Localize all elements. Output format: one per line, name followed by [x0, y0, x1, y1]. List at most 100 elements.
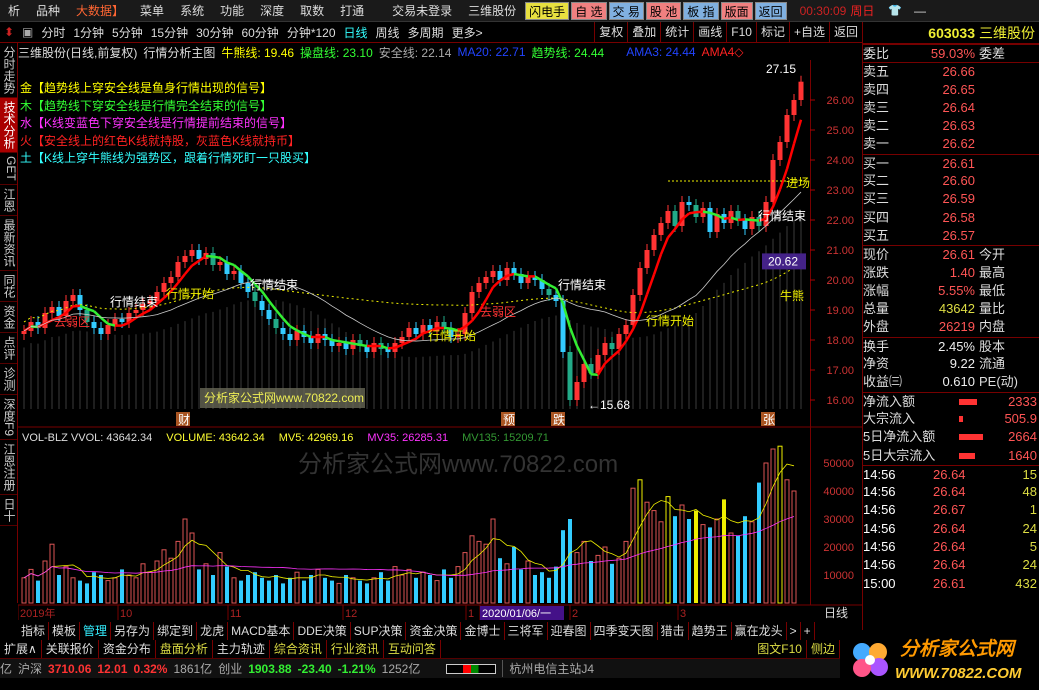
candle[interactable]: [574, 382, 580, 400]
indicator-tab[interactable]: SUP决策: [351, 622, 407, 640]
extension-tab[interactable]: 资金分布: [99, 640, 156, 658]
candle[interactable]: [595, 355, 601, 373]
candle[interactable]: [560, 301, 566, 352]
candle[interactable]: [105, 325, 111, 334]
candle[interactable]: [798, 81, 804, 100]
candle[interactable]: [224, 262, 230, 274]
side-tab[interactable]: 分时走势: [0, 43, 17, 98]
menu-item[interactable]: 深度: [260, 4, 285, 18]
candle[interactable]: [518, 274, 524, 283]
extension-tab[interactable]: 行业资讯: [327, 640, 384, 658]
candle[interactable]: [476, 283, 482, 292]
indicator-tab[interactable]: 四季变天图: [591, 622, 658, 640]
candle[interactable]: [616, 334, 622, 349]
candle[interactable]: [49, 307, 55, 313]
candle[interactable]: [182, 256, 188, 262]
tool-button[interactable]: 画线: [693, 22, 726, 42]
candle[interactable]: [406, 328, 412, 337]
indicator-tab[interactable]: 龙虎: [197, 622, 229, 640]
indicator-tab[interactable]: >: [787, 622, 801, 640]
side-tab[interactable]: 日十: [0, 495, 17, 526]
tool-button[interactable]: 复权: [594, 22, 627, 42]
candle[interactable]: [371, 343, 377, 352]
side-tab[interactable]: 同花: [0, 271, 17, 302]
candle[interactable]: [637, 268, 643, 295]
tool-button[interactable]: 返回: [828, 22, 862, 42]
candle[interactable]: [763, 202, 769, 226]
candle[interactable]: [665, 211, 671, 223]
period-tab[interactable]: 15分钟: [150, 25, 189, 40]
candle[interactable]: [651, 235, 657, 250]
candle[interactable]: [756, 217, 762, 226]
layout-icon[interactable]: ▣: [22, 25, 34, 39]
candle[interactable]: [539, 280, 545, 289]
candle[interactable]: [98, 328, 104, 334]
candle[interactable]: [273, 319, 279, 328]
candle[interactable]: [189, 250, 195, 256]
candle[interactable]: [315, 334, 321, 343]
candle[interactable]: [672, 211, 678, 226]
candle[interactable]: [427, 325, 433, 331]
scroll-arrows[interactable]: ⬍: [3, 25, 15, 39]
side-tab[interactable]: 江恩: [0, 185, 17, 216]
candle[interactable]: [161, 283, 167, 292]
candle[interactable]: [308, 337, 314, 343]
candle[interactable]: [343, 343, 349, 349]
candle[interactable]: [784, 115, 790, 142]
candle[interactable]: [658, 223, 664, 235]
extension-tab[interactable]: 互动问答: [384, 640, 441, 658]
extension-tab[interactable]: 扩展∧: [0, 640, 42, 658]
quick-button[interactable]: 返回: [754, 1, 787, 20]
candle[interactable]: [777, 142, 783, 160]
candle[interactable]: [336, 343, 342, 346]
candle[interactable]: [679, 202, 685, 226]
template-select[interactable]: 行情分析主图: [143, 45, 216, 60]
candle[interactable]: [42, 313, 48, 328]
f10-tab[interactable]: 图文F10: [753, 640, 807, 658]
candle[interactable]: [581, 364, 587, 382]
candle[interactable]: [357, 340, 363, 346]
candle[interactable]: [196, 250, 202, 259]
candle[interactable]: [140, 304, 146, 310]
candle[interactable]: [119, 319, 125, 322]
candle[interactable]: [168, 277, 174, 283]
candle[interactable]: [21, 331, 27, 334]
login-status[interactable]: 交易未登录: [392, 4, 453, 18]
indicator-tab[interactable]: 另存为: [111, 622, 155, 640]
candle[interactable]: [420, 325, 426, 334]
candle[interactable]: [77, 295, 83, 310]
candle[interactable]: [511, 268, 517, 274]
candle[interactable]: [588, 364, 594, 373]
candle[interactable]: [462, 313, 468, 334]
tool-button[interactable]: 标记: [755, 22, 789, 42]
indicator-tab[interactable]: 绑定到: [154, 622, 198, 640]
candle[interactable]: [287, 334, 293, 340]
indicator-tab[interactable]: +: [801, 622, 815, 640]
side-tab[interactable]: 江恩注册: [0, 440, 17, 495]
minimize-button[interactable]: —: [914, 3, 927, 18]
menu-item[interactable]: 系统: [180, 4, 205, 18]
tool-button[interactable]: F10: [726, 22, 756, 42]
candle[interactable]: [497, 271, 503, 280]
candle[interactable]: [231, 271, 237, 274]
side-tab[interactable]: 诊测: [0, 364, 17, 395]
period-tab[interactable]: 周线: [375, 25, 400, 40]
menu-item[interactable]: 打通: [340, 4, 365, 18]
menu-item[interactable]: 析: [8, 4, 21, 18]
candle[interactable]: [602, 343, 608, 355]
candle[interactable]: [56, 307, 62, 316]
indicator-tab[interactable]: 赢在龙头: [732, 622, 787, 640]
candle[interactable]: [441, 322, 447, 328]
candle[interactable]: [483, 277, 489, 283]
candle[interactable]: [63, 301, 69, 316]
candle[interactable]: [35, 322, 41, 328]
side-tab[interactable]: 技术分析: [0, 98, 17, 153]
candle[interactable]: [70, 295, 76, 301]
candle[interactable]: [210, 253, 216, 265]
candle[interactable]: [329, 340, 335, 346]
period-tab[interactable]: 5分钟: [112, 25, 143, 40]
candle[interactable]: [735, 211, 741, 220]
candle[interactable]: [259, 301, 265, 310]
period-tab[interactable]: 30分钟: [196, 25, 234, 40]
candle[interactable]: [707, 208, 713, 232]
